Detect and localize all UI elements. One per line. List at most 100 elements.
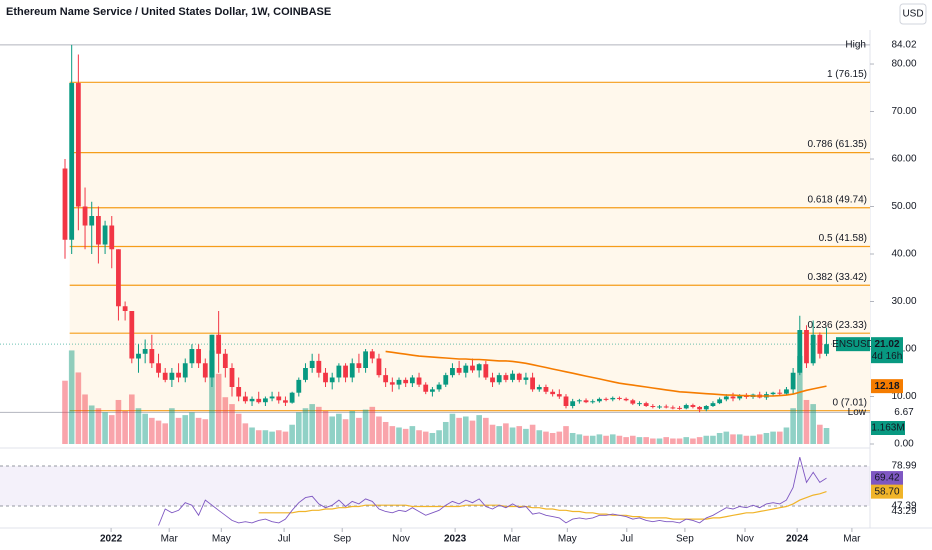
fib-label: 0.618 (49.74): [808, 194, 868, 205]
candle-body: [82, 206, 88, 226]
volume-bar: [88, 405, 95, 444]
volume-bar: [302, 408, 309, 444]
volume-bar: [797, 355, 803, 444]
x-tick-label: 2023: [444, 534, 467, 545]
volume-bar: [329, 416, 335, 444]
x-tick-label: Mar: [843, 534, 861, 545]
candle-body: [303, 368, 308, 380]
volume-bar: [195, 417, 202, 444]
volume-bar: [549, 432, 556, 444]
candle-body: [483, 364, 489, 378]
symbol-badge-bg: [836, 337, 870, 352]
candle-body: [323, 372, 328, 383]
candle-body: [456, 368, 462, 373]
volume-bar: [543, 431, 549, 444]
rsi-tick-label: 78.99: [891, 461, 916, 472]
candle-body: [543, 387, 549, 392]
volume-bar: [563, 426, 569, 444]
volume-bar: [489, 424, 496, 444]
volume-bar: [636, 437, 643, 444]
x-tick-label: Mar: [161, 534, 179, 545]
candle-body: [590, 401, 596, 403]
currency[interactable]: USD: [902, 9, 923, 20]
candle-body: [196, 349, 201, 364]
volume-bar: [763, 432, 770, 444]
volume-bar: [630, 435, 636, 444]
candle-body: [496, 375, 502, 383]
rsi-band: [0, 466, 870, 506]
candle-body: [770, 392, 776, 395]
volume-bar: [75, 372, 82, 444]
chart-title: Ethereum Name Service / United States Do…: [6, 6, 331, 18]
candle-body: [650, 406, 656, 408]
candle-body: [630, 400, 636, 404]
candle-body: [369, 351, 375, 359]
volume-bar: [723, 431, 730, 444]
volume-bar: [536, 430, 543, 444]
y-tick-label: 0.00: [894, 439, 914, 450]
candle-body: [617, 397, 622, 399]
volume-bar: [122, 410, 128, 444]
fib-label: 0.236 (23.33): [808, 320, 868, 331]
candle-body: [443, 375, 449, 385]
candle-body: [817, 334, 823, 354]
candle-body: [597, 398, 602, 402]
volume-bar: [523, 428, 529, 444]
volume-bar: [496, 426, 502, 444]
y-tick-label: 70.00: [891, 106, 916, 117]
volume-bar: [616, 435, 623, 444]
candle-body: [356, 363, 362, 369]
candle-body: [256, 398, 262, 403]
volume-bar: [255, 430, 262, 444]
candle-body: [75, 83, 81, 207]
candle-body: [436, 384, 442, 390]
volume-bar: [710, 435, 716, 444]
volume-bar: [429, 432, 436, 444]
currency-button[interactable]: [899, 3, 927, 25]
candle-body: [62, 168, 68, 240]
volume-bar: [155, 420, 162, 444]
candle-body: [396, 379, 402, 385]
candle-body: [296, 379, 302, 393]
x-tick-label: May: [558, 534, 577, 545]
candle-body: [824, 344, 829, 354]
candle-body: [283, 400, 288, 403]
volume-bar: [509, 427, 516, 444]
candle-body: [510, 373, 515, 380]
volume-bar: [583, 435, 589, 444]
volume-bar: [102, 412, 108, 444]
volume-bar: [643, 437, 649, 444]
low-value: 6.67: [894, 407, 914, 418]
volume-bar: [603, 435, 609, 444]
x-tick-label: May: [212, 534, 231, 545]
volume-bar: [189, 412, 195, 444]
candle-body: [176, 372, 181, 378]
candle-body: [236, 387, 242, 397]
fib-label: 1 (76.15): [827, 69, 867, 80]
rsi-value: 69.42: [874, 473, 899, 484]
volume-bar: [349, 410, 356, 444]
volume-bar: [242, 423, 249, 444]
rsi-line: [158, 456, 827, 526]
volume-bar: [750, 435, 756, 444]
candle-body: [710, 403, 716, 407]
volume-bar: [516, 426, 523, 444]
rsi-ma-value: 58.70: [874, 486, 899, 497]
candle-body: [116, 249, 121, 307]
candle-body: [663, 406, 669, 408]
volume-bar: [442, 421, 449, 444]
volume-bar: [82, 394, 88, 444]
candle-body: [89, 216, 95, 226]
volume-bar: [623, 437, 629, 444]
candle-body: [182, 363, 188, 378]
candle-body: [376, 358, 382, 376]
candle-body: [229, 368, 235, 388]
candle-body: [784, 389, 789, 394]
volume-bar: [730, 434, 736, 444]
candle-body: [450, 368, 455, 376]
candle-body: [102, 225, 108, 245]
volume-value: 1.163M: [871, 423, 904, 434]
candle-body: [403, 379, 409, 384]
ma-value-bg: [871, 379, 903, 394]
y-tick-label: 10.00: [891, 391, 916, 402]
